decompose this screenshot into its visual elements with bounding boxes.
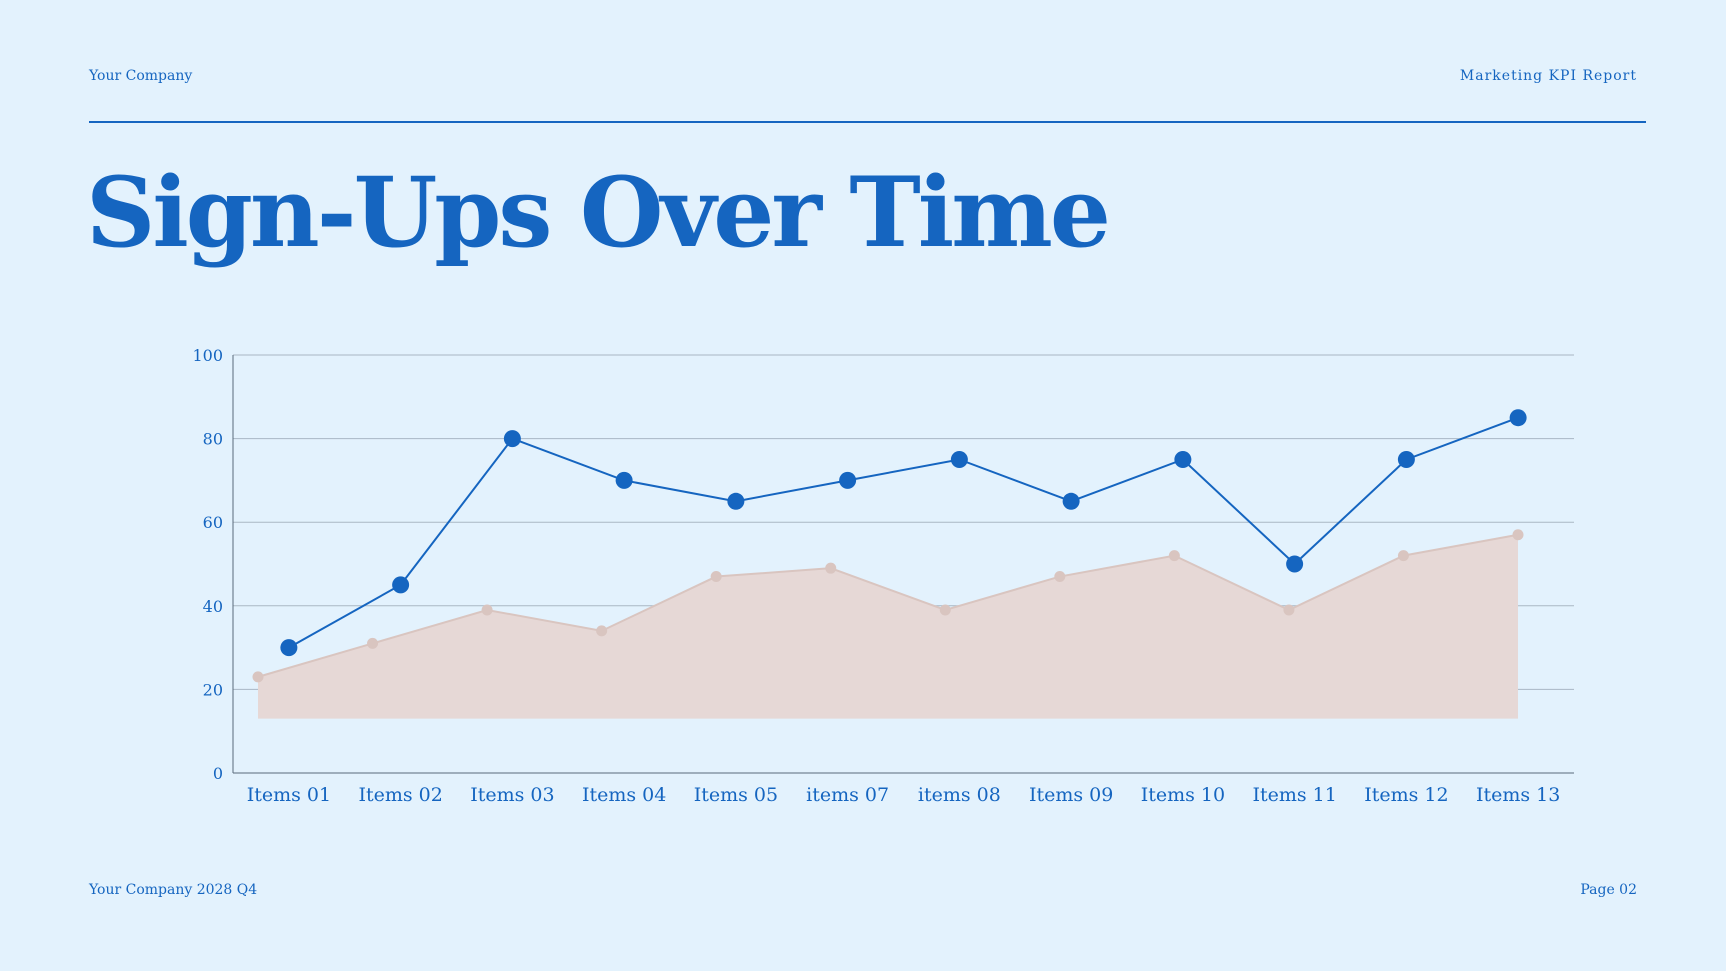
area-point [252,671,264,683]
y-tick-label: 20 [203,680,223,699]
line-point [392,576,410,594]
area-point [825,562,837,574]
area-point [1054,571,1066,583]
header-divider [89,121,1646,123]
line-point [839,471,857,489]
x-tick-label: Items 03 [470,784,554,806]
area-point [367,637,379,649]
x-tick-label: Items 12 [1364,784,1448,806]
series-line [288,416,1519,649]
area-point [481,604,493,616]
area-point [1283,604,1295,616]
line-point [1286,555,1304,573]
x-tick-label: Items 11 [1252,784,1336,806]
x-tick-label: Items 05 [694,784,778,806]
area-fill [258,534,1518,719]
area-point [1512,529,1524,541]
y-tick-label: 0 [213,764,223,783]
area-line [257,533,1519,678]
line-point [1062,492,1080,510]
line-series [280,409,1527,657]
area-point [939,604,951,616]
x-tick-label: items 08 [918,784,1001,806]
page-title: Sign-Ups Over Time [86,156,1111,269]
y-tick-label: 80 [203,430,223,449]
axes [232,355,1574,774]
report-title: Marketing KPI Report [1459,68,1637,84]
x-tick-label: Items 01 [247,784,331,806]
line-point [1509,409,1527,427]
line-point [727,492,745,510]
x-tick-label: Items 04 [582,784,666,806]
area-point [596,625,608,637]
area-point [710,571,722,583]
x-tick-label: Items 10 [1141,784,1225,806]
line-point [950,451,968,468]
line-point [1174,451,1192,468]
y-tick-label: 40 [203,597,223,616]
area-series [252,529,1524,719]
y-tick-label: 100 [192,346,223,365]
x-tick-label: items 07 [806,784,889,806]
area-point [1397,550,1409,562]
line-point [615,471,633,489]
line-point [503,430,521,448]
tick-labels: 0 20 40 60 80 100 Items 01 Items 02 Items 03 Item… [192,346,1560,806]
x-tick-label: Items 13 [1476,784,1560,806]
line-point [1397,451,1415,468]
x-tick-label: Items 02 [358,784,442,806]
x-tick-label: Items 09 [1029,784,1113,806]
area-point [1168,550,1180,562]
line-point [280,639,298,657]
footer-company-period: Your Company 2028 Q4 [89,882,258,898]
page-number: Page 02 [1580,882,1637,898]
y-tick-label: 60 [203,513,223,532]
company-name: Your Company [89,68,193,84]
